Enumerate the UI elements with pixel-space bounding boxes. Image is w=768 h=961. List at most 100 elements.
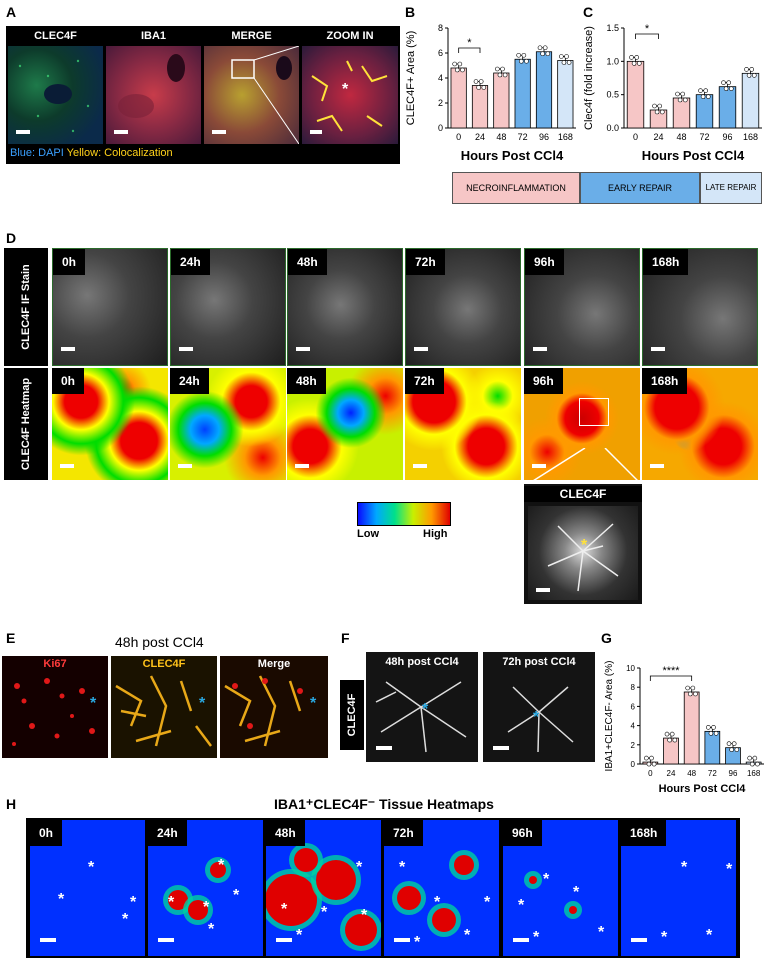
asterisk-icon: * — [58, 891, 65, 908]
iba1-heatmap-tile: 48h * * * * * — [266, 820, 381, 956]
panel-a-header-zoom: ZOOM IN — [302, 28, 398, 44]
scale-bar — [276, 938, 292, 942]
timepoint-label: 0h — [53, 249, 86, 275]
data-point — [726, 741, 732, 746]
asterisk-icon: * — [361, 907, 368, 924]
y-axis-label: IBA1+CLEC4F- Area (%) — [604, 661, 615, 772]
data-point — [540, 51, 545, 57]
chart-c: 0.0 0.5 1.0 1.5 0 24 48 72 96 168 * Clec4f (fold in… — [583, 23, 762, 163]
timepoint-label: 0h — [30, 820, 63, 846]
timepoint-label: 72h — [406, 249, 445, 275]
panel-letter-a: A — [6, 4, 17, 20]
x-axis-label: Hours Post CCl4 — [461, 148, 564, 163]
y-tick-label: 8 — [438, 23, 443, 33]
asterisk-icon: * — [281, 901, 288, 918]
asterisk-icon: * — [321, 904, 328, 921]
panel-f-72h-image: 72h post CCl4 * — [483, 652, 595, 762]
asterisk-icon: * — [573, 884, 580, 901]
data-point — [481, 85, 487, 90]
phase-early-repair: EARLY REPAIR — [580, 172, 700, 204]
data-point — [669, 731, 675, 737]
y-tick-label: 8 — [631, 683, 636, 692]
if-stain-tile: 0h — [52, 248, 168, 366]
scale-low-label: Low — [357, 528, 379, 540]
data-point — [744, 67, 749, 72]
asterisk-icon: * — [208, 921, 215, 938]
heatmap-tile: 24h — [170, 368, 286, 480]
x-tick-label: 168 — [747, 769, 761, 778]
timepoint-label: 72h — [405, 368, 444, 394]
data-point — [559, 54, 564, 59]
asterisk-icon: * — [533, 929, 540, 946]
panel-f-side-label: CLEC4F — [340, 680, 364, 750]
data-point — [460, 67, 465, 73]
bar — [471, 85, 489, 129]
scale-bar — [414, 347, 428, 351]
scale-bar — [651, 347, 665, 351]
asterisk-icon: * — [233, 887, 240, 904]
zoom-box — [579, 398, 609, 426]
data-point — [729, 86, 734, 91]
data-point — [521, 52, 527, 58]
y-tick-label: 4 — [438, 73, 443, 83]
data-point — [700, 94, 706, 99]
data-point — [734, 747, 740, 752]
data-point — [664, 731, 670, 737]
panel-letter-e: E — [6, 630, 16, 646]
data-point — [561, 60, 567, 65]
data-point — [629, 55, 634, 60]
heatmap-tile: 48h — [287, 368, 403, 480]
data-point — [518, 58, 524, 64]
phase-necroinflammation: NECROINFLAMMATION — [452, 172, 580, 204]
asterisk-icon: * — [661, 929, 668, 946]
heatmap-tile: 168h — [642, 368, 758, 480]
y-tick-label: 2 — [438, 98, 443, 108]
data-point — [476, 85, 481, 90]
scale-bar — [158, 938, 174, 942]
panel-letter-d: D — [6, 230, 17, 246]
asterisk-icon: * — [484, 894, 491, 911]
asterisk-icon: * — [422, 701, 429, 718]
significance-bracket — [649, 675, 693, 681]
scale-bar — [61, 347, 75, 351]
timepoint-label: 0h — [52, 368, 85, 394]
scale-bar — [16, 130, 30, 134]
x-tick-label: 0 — [633, 132, 638, 142]
x-tick-label: 0 — [648, 769, 653, 778]
panel-a-legend: Blue: DAPI Yellow: Colocalization — [10, 147, 173, 159]
asterisk-icon: * — [533, 709, 540, 726]
merge-image — [204, 46, 299, 144]
data-point — [675, 91, 680, 97]
phase-late-repair: LATE REPAIR — [700, 172, 762, 204]
timepoint-label: 24h — [171, 249, 210, 275]
data-point — [631, 61, 637, 66]
y-tick-label: 0.5 — [606, 90, 619, 100]
data-point — [502, 72, 508, 78]
data-point — [652, 103, 657, 109]
scale-bar — [532, 464, 546, 468]
data-point — [711, 725, 716, 730]
data-point — [708, 731, 714, 736]
asterisk-icon: * — [88, 859, 95, 876]
legend-yellow: Yellow: Colocalization — [66, 147, 173, 159]
data-point — [729, 747, 734, 752]
legend-blue: Blue: DAPI — [10, 147, 64, 159]
data-point — [690, 685, 696, 691]
if-stain-tile: 48h — [287, 248, 403, 366]
data-point — [706, 94, 711, 99]
x-tick-label: 48 — [496, 132, 506, 142]
data-point — [495, 66, 500, 72]
y-tick-label: 2 — [631, 741, 636, 750]
y-tick-label: 1.0 — [606, 56, 619, 66]
x-tick-label: 48 — [676, 132, 686, 142]
iba1-heatmap-tile: 168h * * * * — [621, 820, 736, 956]
data-point — [693, 691, 698, 697]
scale-bar — [631, 938, 647, 942]
asterisk-icon: * — [434, 894, 441, 911]
significance-bracket — [458, 47, 481, 53]
data-point — [644, 755, 649, 761]
data-point — [545, 51, 551, 57]
asterisk-icon: * — [543, 871, 550, 888]
iba1-heatmap-tile: 96h * * * * * — [503, 820, 618, 956]
